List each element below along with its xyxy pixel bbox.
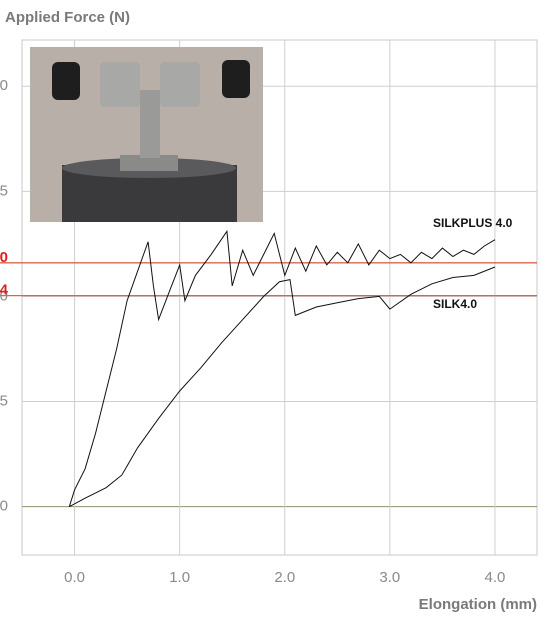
- x-tick-label: 2.0: [274, 569, 295, 586]
- chart: Applied Force (N) Elongation (mm) 051015…: [0, 0, 541, 617]
- photo-knob: [222, 60, 250, 98]
- y-tick-label: 20: [0, 77, 8, 94]
- photo-grip: [100, 62, 140, 107]
- series-label: SILKPLUS 4.0: [433, 216, 513, 230]
- y-tick-label: 0: [0, 498, 8, 515]
- x-tick-label: 0.0: [64, 569, 85, 586]
- y-tick-label: 15: [0, 182, 8, 199]
- x-tick-label: 1.0: [169, 569, 190, 586]
- series-line: [69, 267, 495, 507]
- series-label: SILK4.0: [433, 297, 477, 311]
- photo-sample: [140, 90, 160, 158]
- x-tick-label: 4.0: [485, 569, 506, 586]
- photo-knob: [52, 62, 80, 100]
- reference-label: 11.60: [0, 249, 8, 266]
- x-tick-label: 3.0: [379, 569, 400, 586]
- reference-label: 10.04: [0, 282, 9, 299]
- series-line: [69, 231, 495, 506]
- x-axis-title: Elongation (mm): [419, 596, 537, 613]
- photo-grip: [160, 62, 200, 107]
- y-axis-title: Applied Force (N): [5, 9, 130, 26]
- y-tick-label: 5: [0, 393, 8, 410]
- photo-inset: [30, 47, 263, 222]
